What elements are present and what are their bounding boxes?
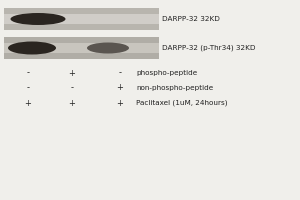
Text: -: - — [70, 84, 74, 92]
Ellipse shape — [11, 13, 65, 25]
Text: +: + — [25, 98, 32, 108]
Text: non-phospho-peptide: non-phospho-peptide — [136, 85, 213, 91]
Ellipse shape — [8, 42, 56, 54]
Text: phospho-peptide: phospho-peptide — [136, 70, 197, 76]
Text: DARPP-32 (p-Thr34) 32KD: DARPP-32 (p-Thr34) 32KD — [162, 45, 256, 51]
Text: +: + — [69, 98, 75, 108]
Text: -: - — [26, 68, 29, 77]
Bar — [4, 14, 159, 24]
Text: -: - — [26, 84, 29, 92]
Text: -: - — [118, 68, 122, 77]
Text: Paclitaxel (1uM, 24hours): Paclitaxel (1uM, 24hours) — [136, 100, 227, 106]
Bar — [4, 8, 159, 30]
Text: +: + — [117, 84, 123, 92]
Text: DARPP-32 32KD: DARPP-32 32KD — [162, 16, 220, 22]
Bar — [4, 37, 159, 59]
Text: +: + — [117, 98, 123, 108]
Text: +: + — [69, 68, 75, 77]
Bar — [4, 43, 159, 53]
Ellipse shape — [87, 43, 129, 53]
